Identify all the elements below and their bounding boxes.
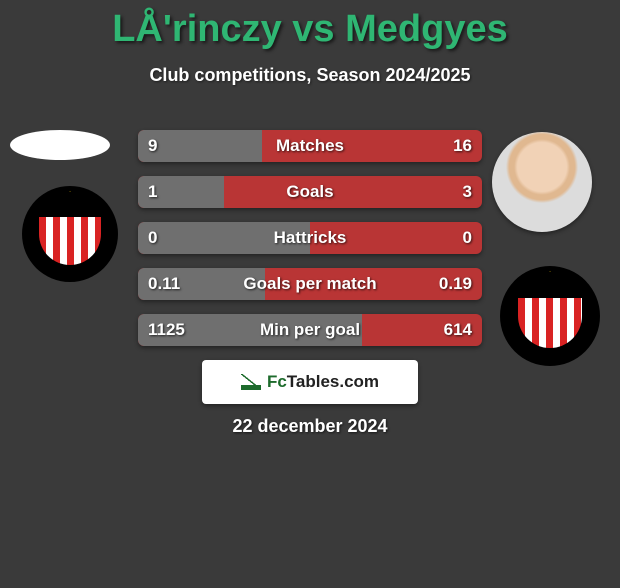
stat-label: Goals xyxy=(138,176,482,208)
footer-brand-suffix: Tables.com xyxy=(287,372,379,391)
player-a-club-crest: ★ xyxy=(22,186,118,282)
stat-right-value: 0.19 xyxy=(439,268,472,300)
footer-brand-prefix: Fc xyxy=(267,372,287,391)
stat-row: 0Hattricks0 xyxy=(138,222,482,254)
player-b-avatar xyxy=(492,132,592,232)
stat-label: Min per goal xyxy=(138,314,482,346)
date-text: 22 december 2024 xyxy=(0,416,620,437)
stat-right-value: 16 xyxy=(453,130,472,162)
player-a-avatar xyxy=(10,130,110,160)
player-a-name: LÅ'rinczy xyxy=(112,8,282,50)
footer-brand[interactable]: FcTables.com xyxy=(202,360,418,404)
stat-label: Matches xyxy=(138,130,482,162)
stat-row: 1125Min per goal614 xyxy=(138,314,482,346)
chart-icon xyxy=(241,374,261,390)
player-b-club-crest: ★ xyxy=(500,266,600,366)
player-b-name: Medgyes xyxy=(345,8,508,50)
stat-row: 9Matches16 xyxy=(138,130,482,162)
subtitle: Club competitions, Season 2024/2025 xyxy=(0,65,620,86)
page-title: LÅ'rinczy vs Medgyes xyxy=(0,8,620,51)
stat-row: 0.11Goals per match0.19 xyxy=(138,268,482,300)
stat-right-value: 3 xyxy=(463,176,472,208)
footer-brand-text: FcTables.com xyxy=(267,372,379,392)
vs-word: vs xyxy=(292,8,334,50)
stat-right-value: 614 xyxy=(444,314,472,346)
stat-row: 1Goals3 xyxy=(138,176,482,208)
stat-label: Goals per match xyxy=(138,268,482,300)
stats-table: 9Matches16 1Goals3 0Hattricks0 0.11Goals pe… xyxy=(138,130,482,360)
stat-label: Hattricks xyxy=(138,222,482,254)
stat-right-value: 0 xyxy=(463,222,472,254)
